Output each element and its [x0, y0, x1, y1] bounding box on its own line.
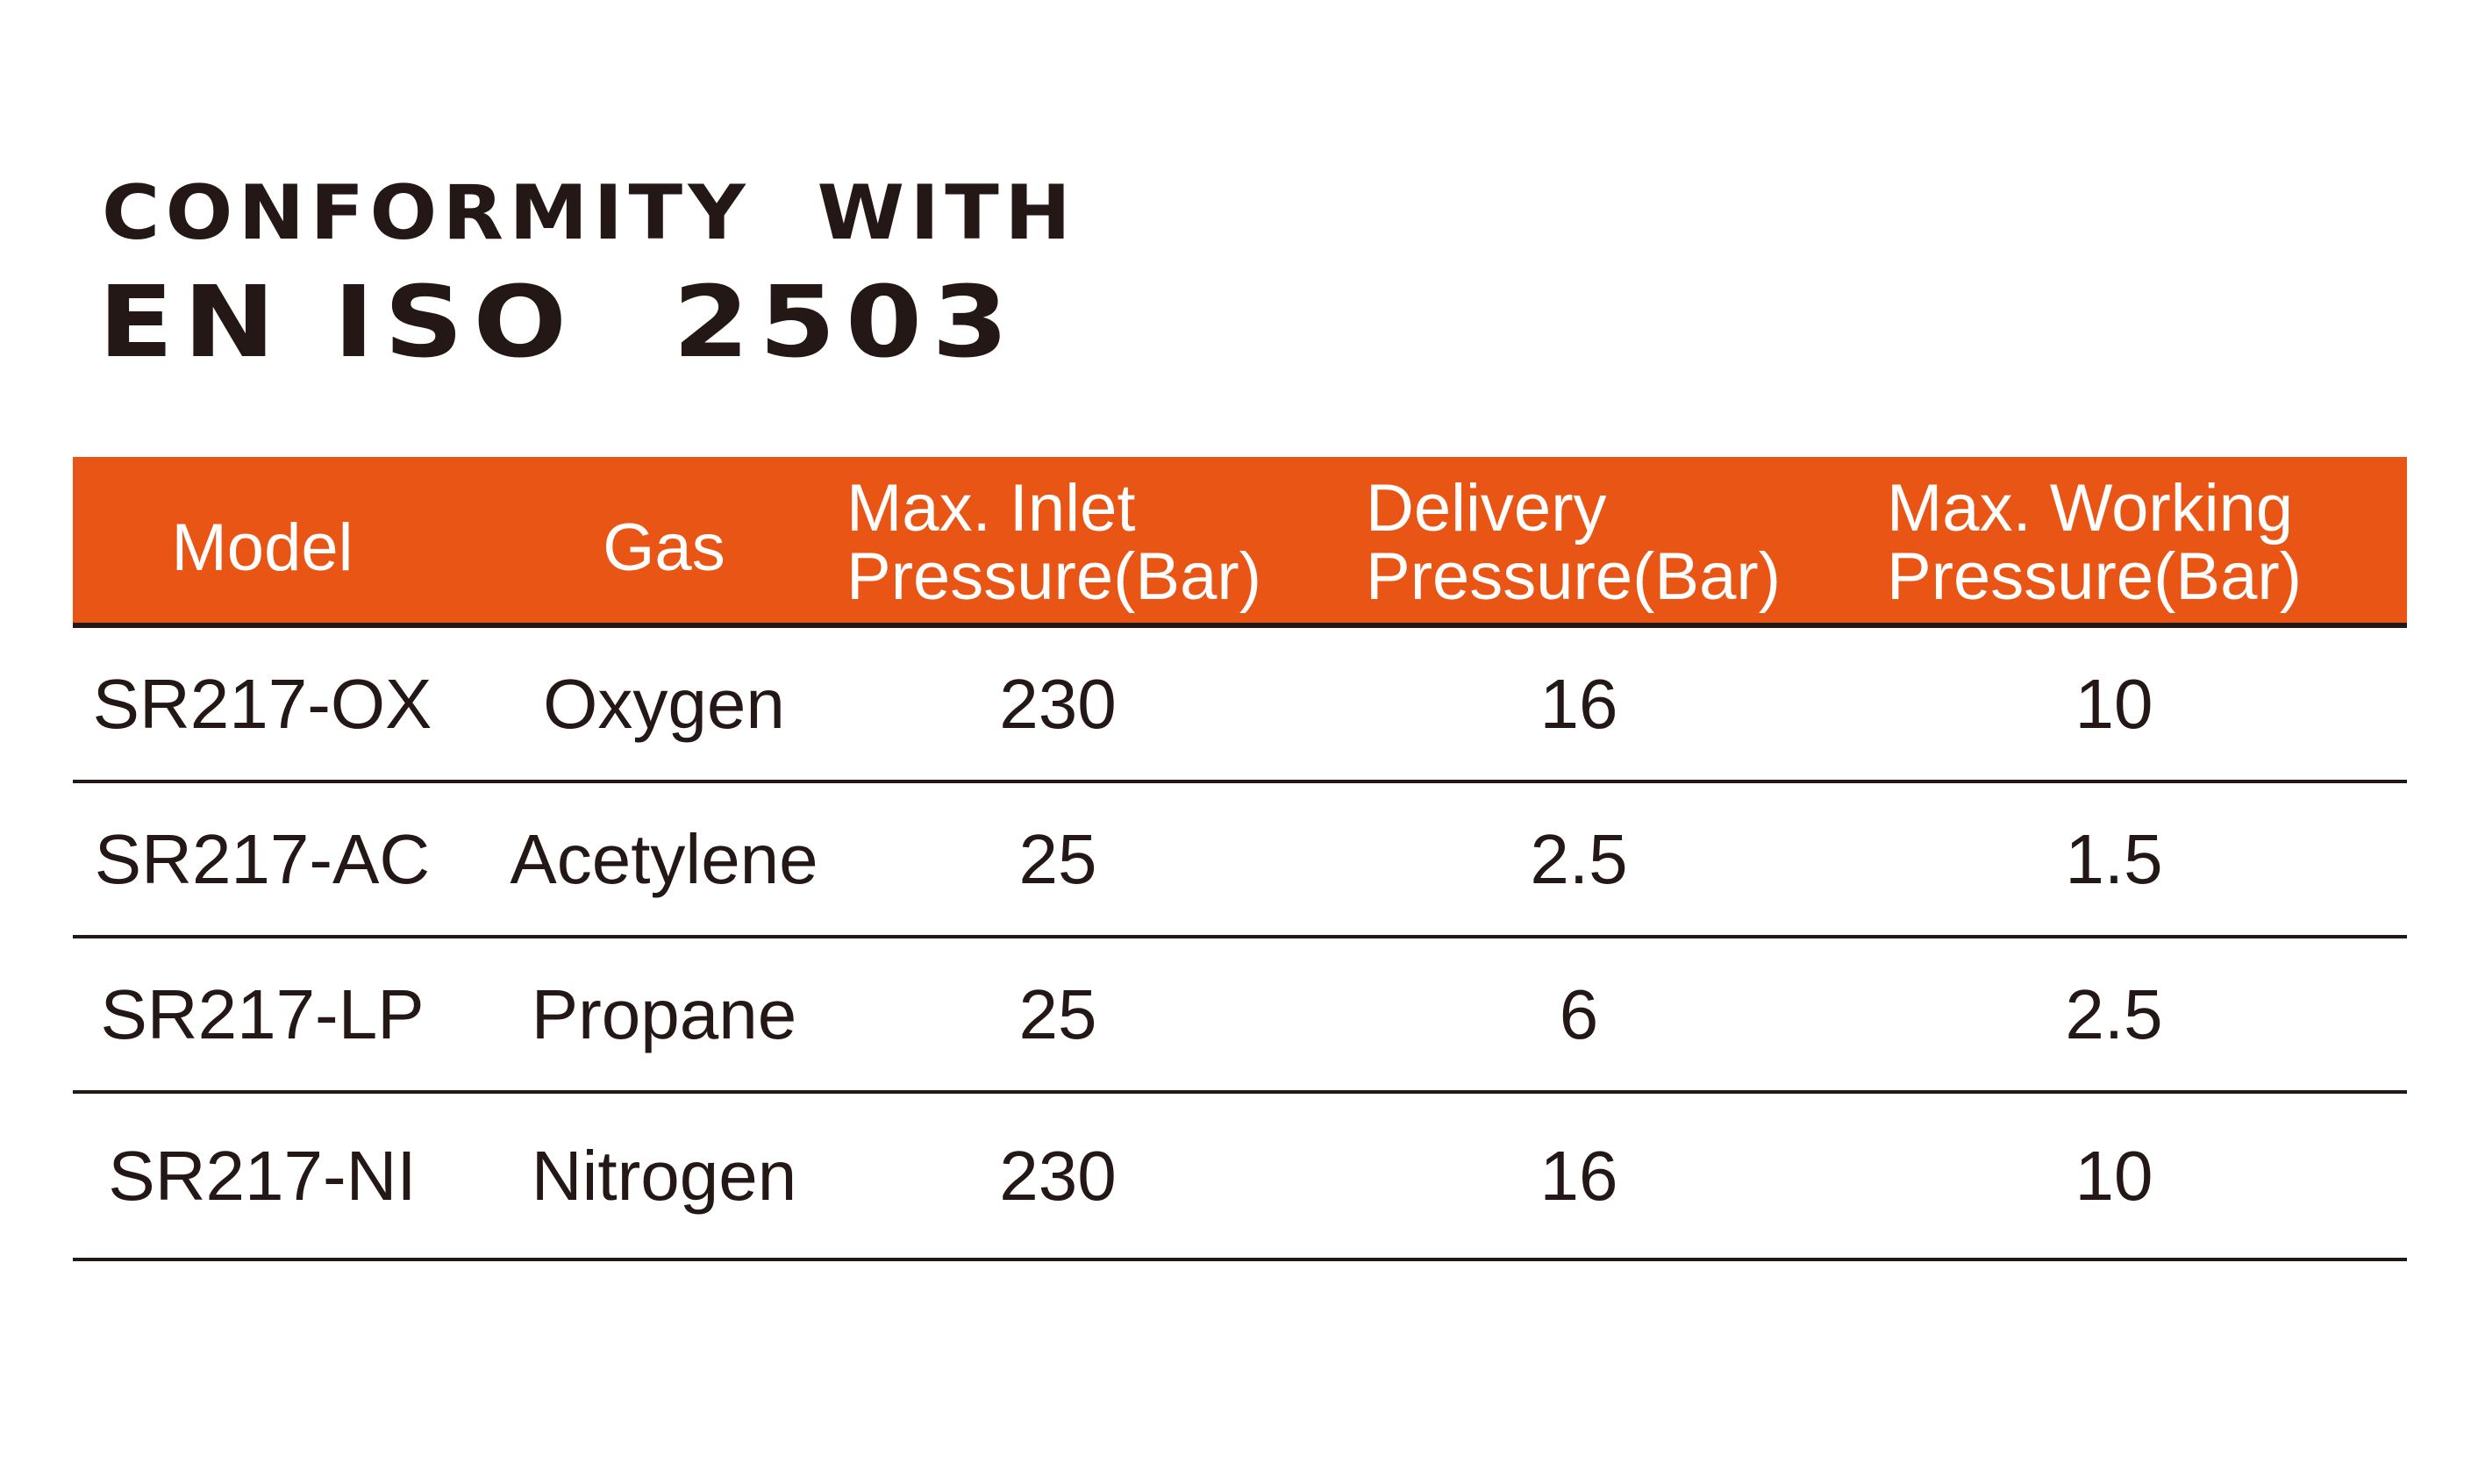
- specification-table: Model Gas Max. Inlet Pressure(Bar) Deliv…: [73, 457, 2407, 1261]
- cell-model: SR217-AC: [94, 819, 431, 898]
- table-header: Model Gas Max. Inlet Pressure(Bar) Deliv…: [73, 457, 2407, 628]
- table-row: SR217-AC Acetylene 25 2.5 1.5: [73, 783, 2407, 938]
- cell-delivery: 16: [1539, 664, 1618, 743]
- header-max-inlet-pressure: Max. Inlet Pressure(Bar): [846, 474, 1261, 611]
- cell-delivery: 6: [1559, 974, 1599, 1053]
- cell-max-inlet: 230: [999, 664, 1117, 743]
- cell-max-working: 10: [2075, 664, 2153, 743]
- header-model: Model: [171, 510, 353, 585]
- cell-delivery: 2.5: [1530, 819, 1628, 898]
- cell-max-working: 2.5: [2065, 974, 2163, 1053]
- cell-model: SR217-OX: [92, 664, 432, 743]
- header-line: Pressure(Bar): [846, 539, 1261, 614]
- table-row: SR217-NI Nitrogen 230 16 10: [73, 1094, 2407, 1261]
- header-line: Pressure(Bar): [1887, 539, 2302, 614]
- table-row: SR217-OX Oxygen 230 16 10: [73, 628, 2407, 783]
- cell-gas: Nitrogen: [531, 1136, 797, 1215]
- cell-gas: Propane: [531, 974, 797, 1053]
- cell-model: SR217-LP: [100, 974, 425, 1053]
- cell-gas: Acetylene: [510, 819, 818, 898]
- cell-max-working: 1.5: [2065, 819, 2163, 898]
- header-line: Pressure(Bar): [1366, 539, 1781, 614]
- header-delivery-pressure: Delivery Pressure(Bar): [1366, 474, 1781, 611]
- cell-max-inlet: 230: [999, 1136, 1117, 1215]
- header-line: Max. Working: [1887, 471, 2294, 546]
- cell-gas: Oxygen: [543, 664, 785, 743]
- header-max-working-pressure: Max. Working Pressure(Bar): [1887, 474, 2302, 611]
- header-line: Max. Inlet: [846, 471, 1136, 546]
- cell-max-inlet: 25: [1018, 974, 1097, 1053]
- cell-delivery: 16: [1539, 1136, 1618, 1215]
- header-line: Delivery: [1366, 471, 1607, 546]
- heading-standard: EN ISO 2503: [98, 266, 1018, 380]
- header-gas: Gas: [603, 510, 725, 585]
- heading-conformity: CONFORMITY WITH: [102, 169, 1077, 257]
- table-row: SR217-LP Propane 25 6 2.5: [73, 938, 2407, 1094]
- cell-max-working: 10: [2075, 1136, 2153, 1215]
- cell-max-inlet: 25: [1018, 819, 1097, 898]
- cell-model: SR217-NI: [108, 1136, 417, 1215]
